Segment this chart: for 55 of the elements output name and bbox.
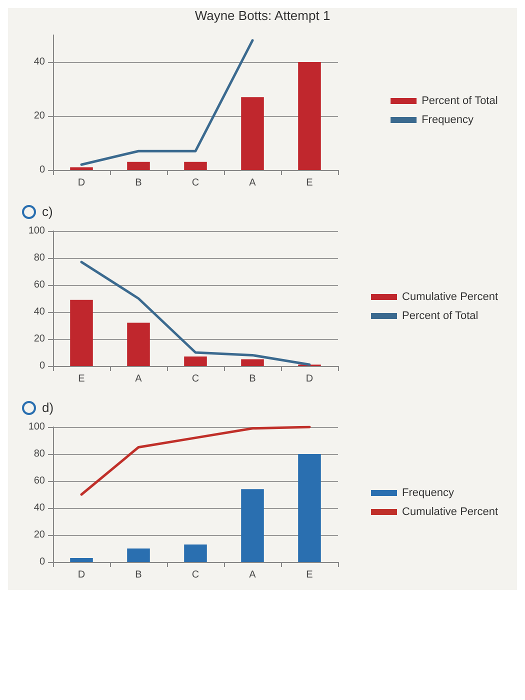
legend-label: Frequency <box>422 114 474 126</box>
bar <box>70 167 93 170</box>
x-tick-label: B <box>135 570 142 580</box>
bar <box>70 558 93 562</box>
y-tick-label: 40 <box>34 306 46 318</box>
legend-label: Percent of Total <box>402 310 478 322</box>
text: Wayne Botts: Attempt 1 <box>194 8 332 23</box>
y-tick-label: 40 <box>34 56 46 68</box>
y-tick-label: 100 <box>28 422 46 432</box>
line-series <box>80 260 311 366</box>
x-tick-label: A <box>249 178 256 188</box>
bar <box>127 322 150 366</box>
y-tick-label: 0 <box>39 556 46 568</box>
x-tick-label: D <box>78 570 86 580</box>
x-tick-label: B <box>135 178 142 188</box>
chart-title: c) <box>42 204 53 219</box>
x-tick-label: D <box>306 374 314 384</box>
bar <box>127 548 150 562</box>
legend-label: Percent of Total <box>422 95 498 107</box>
bar <box>127 162 150 170</box>
bar <box>241 489 264 562</box>
legend-label: Cumulative Percent <box>402 291 498 303</box>
bar <box>298 62 321 170</box>
bar <box>184 544 207 562</box>
y-tick-label: 100 <box>28 226 46 236</box>
bar <box>241 359 264 366</box>
y-tick-label: 80 <box>34 252 46 264</box>
y-tick-label: 40 <box>34 502 46 514</box>
bar <box>184 162 207 170</box>
bar <box>241 97 264 170</box>
x-tick-label: A <box>249 570 256 580</box>
y-tick-label: 60 <box>34 476 46 486</box>
legend-label: Frequency <box>402 487 454 499</box>
x-tick-label: C <box>192 374 200 384</box>
y-tick-label: 80 <box>34 448 46 460</box>
x-tick-label: A <box>135 374 142 384</box>
x-tick-label: E <box>78 374 86 384</box>
x-tick-label: E <box>306 178 314 188</box>
chart-title: d) <box>42 400 54 415</box>
x-tick-label: C <box>192 570 200 580</box>
line-series <box>80 426 311 496</box>
x-tick-label: B <box>249 374 256 384</box>
y-tick-label: 0 <box>39 164 46 176</box>
y-tick-label: 20 <box>34 334 46 344</box>
x-tick-label: D <box>78 178 86 188</box>
y-tick-label: 20 <box>34 530 46 540</box>
y-tick-label: 0 <box>39 360 46 372</box>
bar <box>70 300 93 366</box>
bar <box>184 356 207 366</box>
y-tick-label: 20 <box>34 110 46 122</box>
x-tick-label: E <box>306 570 314 580</box>
bar <box>298 454 321 562</box>
x-tick-label: C <box>192 178 200 188</box>
legend-label: Cumulative Percent <box>402 506 498 518</box>
y-tick-label: 60 <box>34 280 46 290</box>
